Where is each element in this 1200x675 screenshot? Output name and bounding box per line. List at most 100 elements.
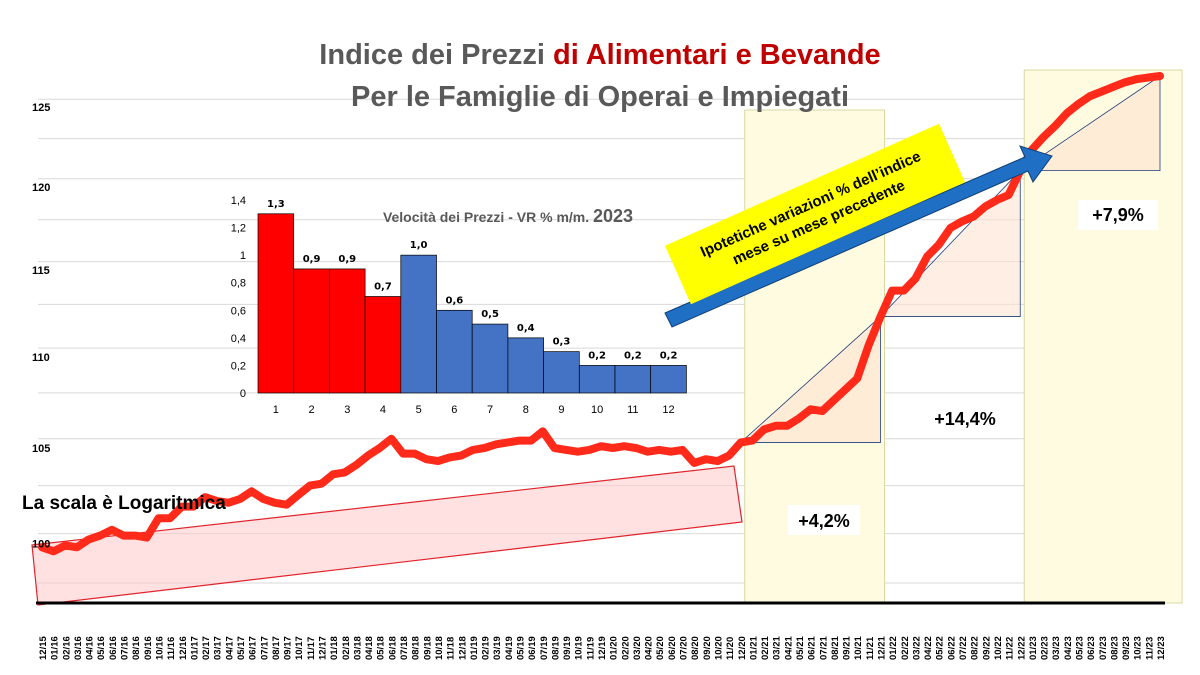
inset-x-tick-label: 11 <box>627 404 638 416</box>
y-tick-label: 120 <box>32 182 50 194</box>
index-data-point <box>728 454 730 456</box>
x-tick-label: 02/20 <box>620 636 631 660</box>
x-tick-label: 08/18 <box>411 636 422 660</box>
index-data-point <box>227 502 229 504</box>
inset-bar <box>614 365 652 394</box>
inset-bar-value-label: 0,5 <box>481 309 499 320</box>
arrow-note-box <box>664 123 966 305</box>
index-data-point <box>1147 77 1149 79</box>
inset-y-tick-label: 1 <box>240 250 246 262</box>
inset-y-tick-label: 1,2 <box>231 223 246 235</box>
inset-x-tick-label: 2 <box>308 404 314 416</box>
x-tick-label: 09/18 <box>422 636 433 660</box>
index-data-point <box>88 539 90 541</box>
index-data-point <box>484 447 486 449</box>
log-scale-note: La scala è Logaritmica <box>22 493 226 514</box>
index-data-point <box>192 506 194 508</box>
trend-envelope <box>31 465 743 606</box>
x-tick-label: 06/18 <box>387 636 398 660</box>
index-data-point <box>775 425 777 427</box>
x-tick-label: 01/18 <box>329 636 340 660</box>
x-tick-label: 02/18 <box>341 636 352 660</box>
index-data-point <box>1066 112 1068 114</box>
inset-y-tick-label: 1,4 <box>231 195 246 207</box>
inset-x-tick-label: 8 <box>523 404 529 416</box>
y-tick-label: 115 <box>32 265 50 277</box>
x-tick-label: 08/23 <box>1109 636 1120 660</box>
y-tick-label: 125 <box>32 102 50 114</box>
index-data-point <box>239 498 241 500</box>
index-data-point <box>984 206 986 208</box>
y-tick-label: 110 <box>32 352 50 364</box>
inset-bar <box>436 309 473 394</box>
x-tick-label: 12/15 <box>38 636 49 660</box>
index-data-point <box>309 485 311 487</box>
index-data-point <box>472 449 474 451</box>
x-tick-label: 09/22 <box>981 636 992 660</box>
x-tick-label: 12/21 <box>877 636 888 660</box>
x-tick-label: 08/16 <box>131 636 142 660</box>
index-data-point <box>670 451 672 453</box>
inset-bar-value-label: 0,2 <box>624 350 642 361</box>
index-data-point <box>123 535 125 537</box>
index-data-point <box>64 544 66 546</box>
x-tick-label: 05/19 <box>515 636 526 660</box>
inset-bar-value-label: 0,3 <box>553 337 571 348</box>
index-data-point <box>786 425 788 427</box>
x-tick-label: 11/16 <box>166 637 177 660</box>
index-data-point <box>949 227 951 229</box>
inset-x-tick-label: 4 <box>380 404 386 416</box>
change-label-3-text: +7,9% <box>1092 205 1144 225</box>
index-data-point <box>623 445 625 447</box>
x-tick-label: 03/18 <box>352 636 363 660</box>
x-tick-label: 12/23 <box>1156 636 1167 660</box>
x-tick-label: 03/19 <box>492 636 503 660</box>
x-tick-label: 05/21 <box>795 636 806 660</box>
inset-bar-value-label: 0,9 <box>338 254 356 265</box>
index-data-point <box>507 441 509 443</box>
index-data-point <box>553 447 555 449</box>
x-tick-label: 03/17 <box>213 636 224 660</box>
inset-x-tick-label: 9 <box>558 404 564 416</box>
x-tick-label: 04/16 <box>85 636 96 660</box>
index-data-point <box>134 535 136 537</box>
index-data-point <box>914 278 916 280</box>
inset-bar-value-label: 0,2 <box>588 350 606 361</box>
index-data-point <box>41 546 43 548</box>
index-data-point <box>763 428 765 430</box>
x-tick-label: 12/18 <box>457 636 468 660</box>
index-data-point <box>938 244 940 246</box>
chart-title-line1: Indice dei Prezzi di Alimentari e Bevand… <box>319 39 880 71</box>
x-tick-label: 02/23 <box>1040 636 1051 660</box>
inset-bar <box>293 268 330 394</box>
index-data-point <box>1043 136 1045 138</box>
change-label-1-text: +4,2% <box>798 511 850 531</box>
chart-title-line1-gray: Indice dei Prezzi <box>319 39 553 71</box>
x-tick-label: 01/17 <box>189 636 200 660</box>
index-data-point <box>751 440 753 442</box>
index-data-point <box>1124 81 1126 83</box>
x-tick-label: 02/21 <box>760 636 771 660</box>
x-tick-label: 12/17 <box>318 636 329 660</box>
inset-x-tick-label: 6 <box>451 404 457 416</box>
change-triangle-1 <box>739 315 881 443</box>
index-data-point <box>76 546 78 548</box>
x-tick-label: 01/23 <box>1028 636 1039 660</box>
x-tick-label: 09/19 <box>562 636 573 660</box>
x-tick-label: 04/23 <box>1063 636 1074 660</box>
inset-bar-value-label: 1,0 <box>410 240 428 251</box>
x-tick-label: 04/19 <box>504 636 515 660</box>
index-data-point <box>204 496 206 498</box>
x-tick-label: 06/21 <box>807 636 818 660</box>
index-data-point <box>390 438 392 440</box>
change-label-1: +4,2% <box>788 505 860 535</box>
x-tick-label: 04/21 <box>783 636 794 660</box>
x-tick-label: 08/22 <box>970 636 981 660</box>
x-tick-label: 07/20 <box>679 636 690 660</box>
x-tick-label: 04/18 <box>364 636 375 660</box>
x-tick-label: 02/16 <box>61 636 72 660</box>
x-tick-label: 08/19 <box>550 636 561 660</box>
x-tick-label: 07/17 <box>259 636 270 660</box>
index-data-point <box>891 290 893 292</box>
